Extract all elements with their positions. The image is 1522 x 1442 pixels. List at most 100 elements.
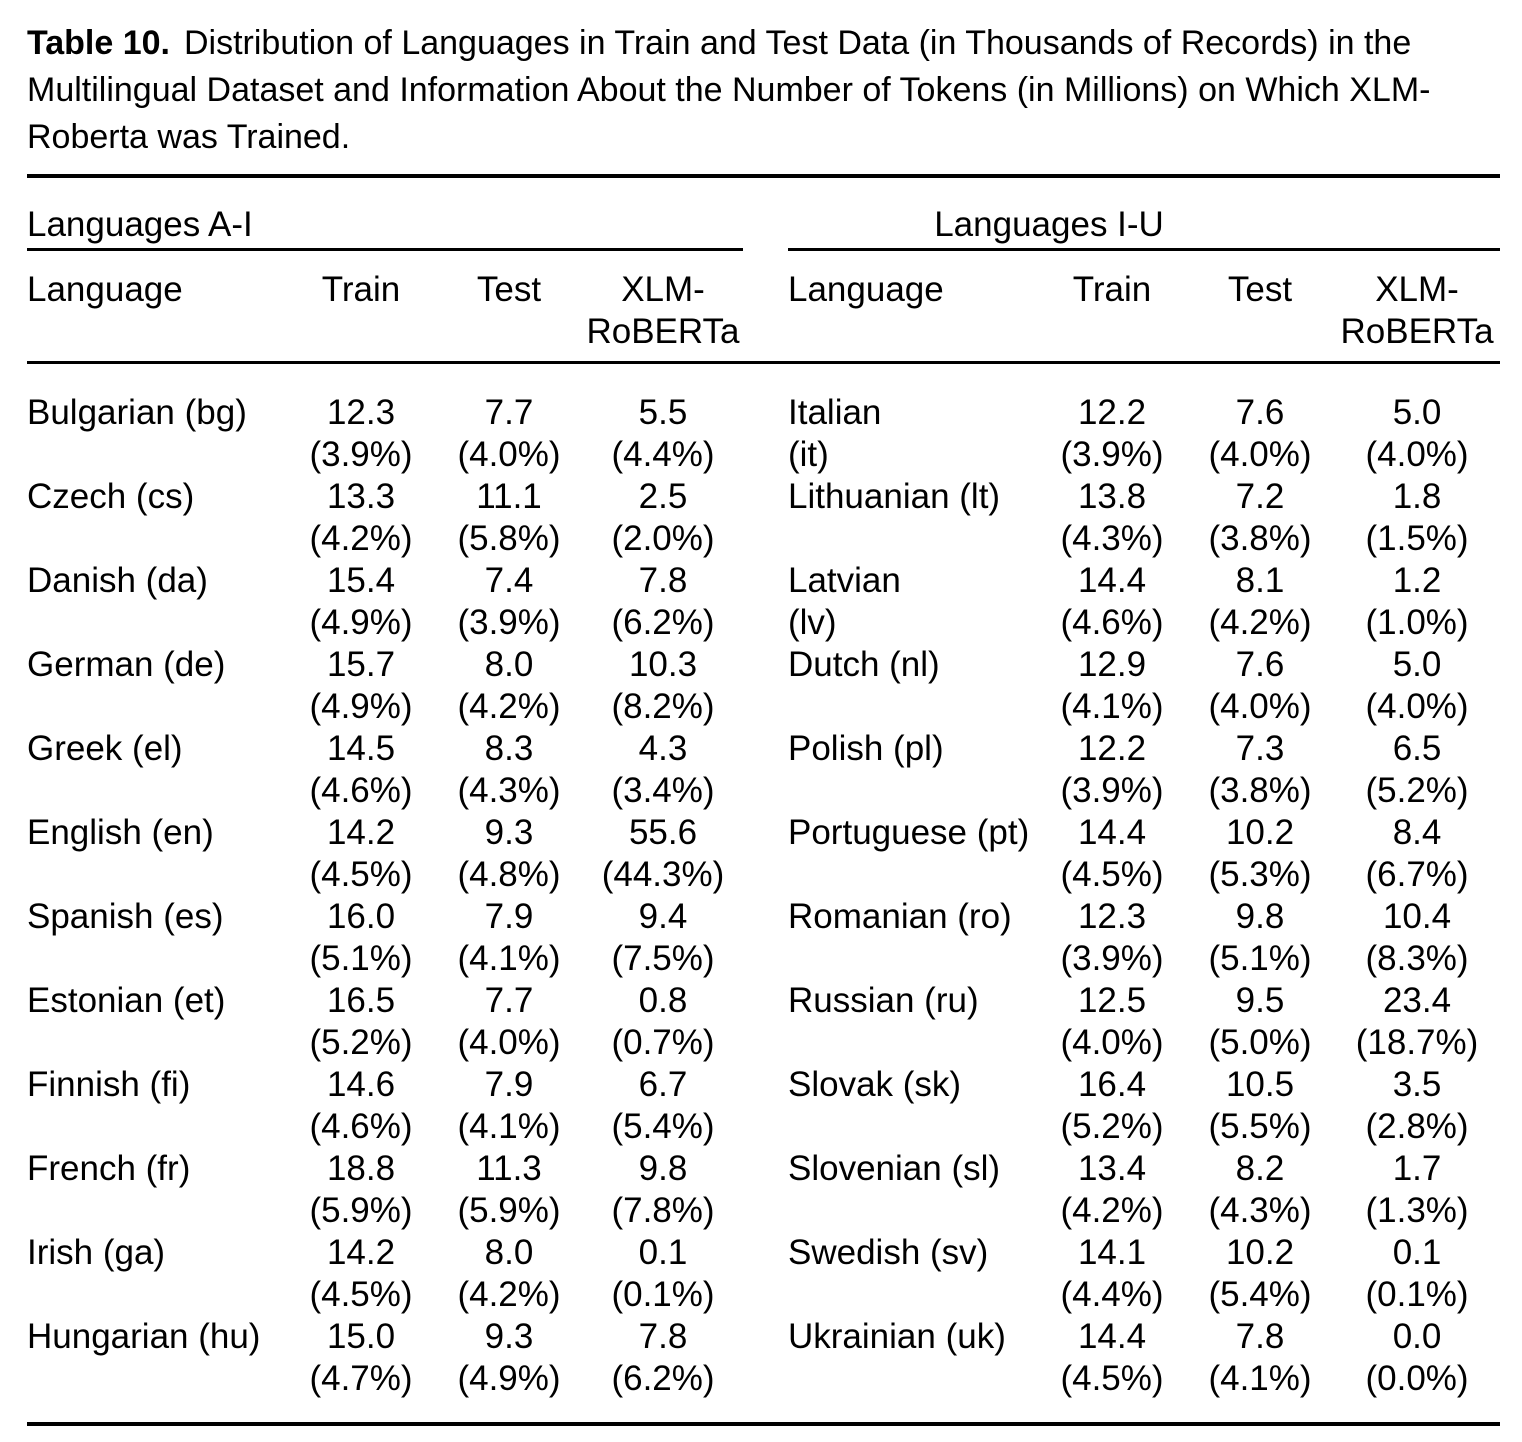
xlm-roberta-cell: 10.3 (8.2%) — [583, 644, 743, 728]
cell-secondary: (4.1%) — [457, 939, 561, 978]
cell-value: 12.2 — [1077, 393, 1147, 432]
cell-secondary: (4.9%) — [309, 603, 413, 642]
cell-secondary: (4.2%) — [1060, 1191, 1164, 1230]
test-cell: 7.4 (3.9%) — [435, 560, 583, 644]
cell-value: 1.8 — [1392, 477, 1442, 516]
column-gap — [743, 560, 788, 644]
cell-secondary: (4.0%) — [457, 1023, 561, 1062]
cell-secondary: (4.2%) — [457, 687, 561, 726]
cell-value: 11.1 — [476, 477, 542, 516]
cell-value: 14.4 — [1077, 1317, 1147, 1356]
cell-value: 9.3 — [484, 813, 534, 852]
cell-value: 15.0 — [326, 1317, 396, 1356]
train-cell: 15.4 (4.9%) — [287, 560, 435, 644]
xlm-roberta-cell: 55.6 (44.3%) — [583, 812, 743, 896]
cell-secondary: (4.0%) — [1365, 687, 1469, 726]
cell-secondary: (0.7%) — [611, 1023, 715, 1062]
test-cell: 7.6 (4.0%) — [1186, 363, 1334, 477]
cell-value: 8.3 — [484, 729, 534, 768]
cell-secondary: (1.5%) — [1365, 519, 1469, 558]
cell-secondary: (8.2%) — [611, 687, 715, 726]
xlm-roberta-cell: 10.4 (8.3%) — [1334, 896, 1500, 980]
cell-value: 0.1 — [638, 1233, 688, 1272]
cell-value: 14.4 — [1077, 561, 1147, 600]
test-cell: 9.3 (4.9%) — [435, 1316, 583, 1408]
language-cell: Lithuanian (lt) — [788, 476, 1038, 560]
language-cell: Bulgarian (bg) — [27, 363, 287, 477]
cell-secondary: (4.7%) — [309, 1359, 413, 1398]
table-caption-text: Distribution of Languages in Train and T… — [27, 24, 1431, 156]
language-cell: Italian (it) — [788, 363, 1038, 477]
language-cell: Estonian (et) — [27, 980, 287, 1064]
cell-value: 0.8 — [638, 981, 688, 1020]
table-row: Bulgarian (bg) 12.3 (3.9%) 7.7 (4.0%) 5.5 (4.4… — [27, 363, 1500, 477]
cell-value: 7.8 — [638, 1317, 688, 1356]
cell-value: Finnish (fi) — [27, 1065, 191, 1104]
cell-secondary: (3.9%) — [1060, 771, 1164, 810]
column-gap — [743, 363, 788, 477]
cell-value: 16.4 — [1077, 1065, 1147, 1104]
top-rule — [27, 174, 1500, 178]
cell-secondary: (4.6%) — [309, 771, 413, 810]
table-row: Czech (cs) 13.3 (4.2%) 11.1 (5.8%) 2.5 (2.0%) L… — [27, 476, 1500, 560]
cell-secondary: (5.9%) — [309, 1191, 413, 1230]
test-cell: 9.3 (4.8%) — [435, 812, 583, 896]
cell-secondary: (6.2%) — [611, 1359, 715, 1398]
test-cell: 10.2 (5.3%) — [1186, 812, 1334, 896]
cell-value: 5.0 — [1392, 645, 1442, 684]
train-cell: 15.0 (4.7%) — [287, 1316, 435, 1408]
cell-value: 8.0 — [484, 645, 534, 684]
cell-secondary: (4.0%) — [457, 435, 561, 474]
xlm-roberta-cell: 5.5 (4.4%) — [583, 363, 743, 477]
cell-value: Swedish (sv) — [788, 1233, 989, 1272]
cell-value: Bulgarian (bg) — [27, 393, 247, 432]
cell-secondary: (5.2%) — [1060, 1107, 1164, 1146]
cell-secondary: (4.5%) — [309, 1275, 413, 1314]
language-cell: Spanish (es) — [27, 896, 287, 980]
cell-secondary: (4.0%) — [1208, 687, 1312, 726]
train-cell: 15.7 (4.9%) — [287, 644, 435, 728]
cell-secondary: (5.2%) — [1365, 771, 1469, 810]
language-cell: Russian (ru) — [788, 980, 1038, 1064]
xlm-roberta-cell: 0.1 (0.1%) — [1334, 1232, 1500, 1316]
xlm-roberta-cell: 1.2 (1.0%) — [1334, 560, 1500, 644]
cell-secondary: (5.3%) — [1208, 855, 1312, 894]
cell-secondary: (4.0%) — [1365, 435, 1469, 474]
cell-value: 6.5 — [1392, 729, 1442, 768]
train-cell: 13.4 (4.2%) — [1038, 1148, 1186, 1232]
table-row: English (en) 14.2 (4.5%) 9.3 (4.8%) 55.6 (44.3… — [27, 812, 1500, 896]
train-cell: 12.5 (4.0%) — [1038, 980, 1186, 1064]
cell-secondary: (18.7%) — [1355, 1023, 1479, 1062]
cell-value: 3.5 — [1392, 1065, 1442, 1104]
test-cell: 8.0 (4.2%) — [435, 1232, 583, 1316]
cell-value: French (fr) — [27, 1149, 191, 1188]
cell-value: 7.3 — [1235, 729, 1285, 768]
cell-secondary: (3.9%) — [309, 435, 413, 474]
xlm-roberta-cell: 4.3 (3.4%) — [583, 728, 743, 812]
cell-secondary: (4.5%) — [309, 855, 413, 894]
xlm-roberta-cell: 7.8 (6.2%) — [583, 560, 743, 644]
header-train-right: Train — [1038, 249, 1186, 364]
cell-value: 9.5 — [1235, 981, 1285, 1020]
cell-value: Russian (ru) — [788, 981, 979, 1020]
cell-value: 12.9 — [1077, 645, 1147, 684]
header-test-right: Test — [1186, 249, 1334, 364]
cell-secondary: (4.1%) — [1060, 687, 1164, 726]
table-row: German (de) 15.7 (4.9%) 8.0 (4.2%) 10.3 (8.2%)… — [27, 644, 1500, 728]
cell-secondary: (0.1%) — [1365, 1275, 1469, 1314]
train-cell: 16.0 (5.1%) — [287, 896, 435, 980]
cell-value: 5.0 — [1392, 393, 1442, 432]
train-cell: 14.1 (4.4%) — [1038, 1232, 1186, 1316]
language-cell: Hungarian (hu) — [27, 1316, 287, 1408]
cell-value: 7.2 — [1235, 477, 1285, 516]
cell-value: 12.3 — [1077, 897, 1147, 936]
train-cell: 12.9 (4.1%) — [1038, 644, 1186, 728]
test-cell: 9.8 (5.1%) — [1186, 896, 1334, 980]
cell-secondary: (5.2%) — [309, 1023, 413, 1062]
test-cell: 8.3 (4.3%) — [435, 728, 583, 812]
cell-value: 15.4 — [326, 561, 396, 600]
cell-value: 9.4 — [638, 897, 688, 936]
header-xlm-roberta-left: XLM-RoBERTa — [583, 249, 743, 364]
column-gap — [743, 644, 788, 728]
